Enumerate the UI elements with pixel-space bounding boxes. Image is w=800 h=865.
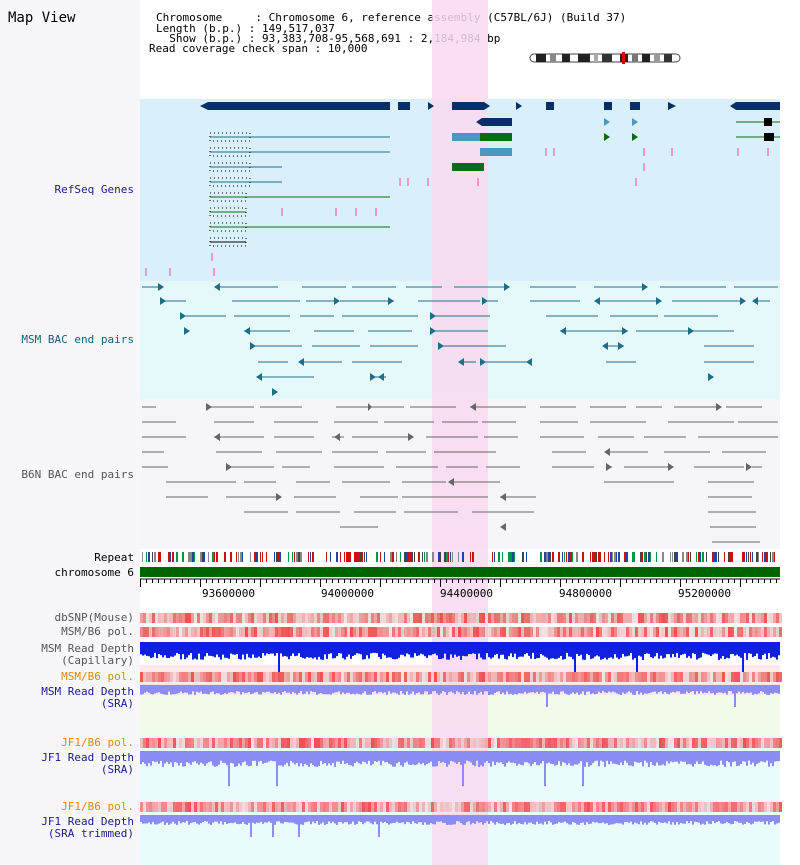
track-label-jf1-depth-sra[interactable]: JF1 Read Depth (SRA) — [41, 752, 134, 776]
jf1-depth-trim-line1: JF1 Read Depth — [41, 815, 134, 828]
axis-tick-3: 94400000 — [440, 587, 493, 600]
selection-highlight — [432, 0, 488, 865]
page-title: Map View — [8, 10, 76, 26]
track-label-dbsnp[interactable]: dbSNP(Mouse) — [54, 611, 134, 624]
track-label-msm-depth-cap[interactable]: MSM Read Depth (Capillary) — [41, 643, 134, 667]
track-label-repeat[interactable]: Repeat — [94, 551, 134, 564]
msm-depth-cap-line1: MSM Read Depth — [41, 642, 134, 655]
msm-depth-sra-line1: MSM Read Depth — [41, 685, 134, 698]
length-info: Length (b.p.) : 149,517,037 — [156, 23, 335, 34]
track-label-jf1-b6-pol-2[interactable]: JF1/B6 pol. — [61, 800, 134, 813]
track-label-chromosome[interactable]: chromosome 6 — [54, 566, 134, 579]
jf1-depth-sra[interactable] — [140, 751, 780, 787]
track-label-refseq[interactable]: RefSeq Genes — [54, 183, 134, 196]
msm-depth-cap-line2: (Capillary) — [61, 654, 134, 667]
axis-tick-4: 94800000 — [559, 587, 612, 600]
track-label-b6n-bac[interactable]: B6N BAC end pairs — [21, 468, 134, 481]
coverage-label: Read coverage check span : — [149, 42, 328, 55]
jf1-b6-pol-heatmap-2[interactable] — [140, 802, 782, 812]
msm-b6-pol-heatmap-2[interactable] — [140, 672, 782, 682]
track-label-msm-depth-sra[interactable]: MSM Read Depth (SRA) — [41, 686, 134, 710]
length-value: 149,517,037 — [261, 22, 335, 35]
axis-ruler — [140, 578, 780, 587]
repeat-track[interactable] — [140, 552, 780, 564]
msm-depth-sra-line2: (SRA) — [100, 697, 134, 710]
length-label: Length (b.p.) : — [156, 22, 262, 35]
jf1-depth-sra-line2: (SRA) — [100, 763, 134, 776]
msm-depth-capillary[interactable] — [140, 642, 780, 682]
jf1-depth-sra-trimmed[interactable] — [140, 815, 780, 847]
track-label-jf1-depth-trim[interactable]: JF1 Read Depth (SRA trimmed) — [41, 816, 134, 840]
track-label-msm-b6-pol-1[interactable]: MSM/B6 pol. — [61, 625, 134, 638]
chromosome-ideogram[interactable] — [528, 52, 684, 64]
track-label-jf1-b6-pol-1[interactable]: JF1/B6 pol. — [61, 736, 134, 749]
jf1-depth-sra-line1: JF1 Read Depth — [41, 751, 134, 764]
track-label-msm-b6-pol-2[interactable]: MSM/B6 pol. — [61, 670, 134, 683]
chromosome-label: Chromosome : — [156, 11, 269, 24]
chromosome-bar[interactable] — [140, 567, 780, 577]
coverage-info: Read coverage check span : 10,000 — [149, 43, 368, 54]
msm-b6-pol-heatmap-1[interactable] — [140, 627, 782, 637]
dbsnp-heatmap[interactable] — [140, 613, 782, 623]
axis-tick-2: 94000000 — [321, 587, 374, 600]
axis-tick-1: 93600000 — [202, 587, 255, 600]
msm-depth-sra[interactable] — [140, 685, 780, 707]
show-label: Show (b.p.) : — [156, 32, 262, 45]
track-label-msm-bac[interactable]: MSM BAC end pairs — [21, 333, 134, 346]
track-label-column — [0, 0, 140, 865]
coverage-value: 10,000 — [327, 42, 368, 55]
jf1-depth-trim-line2: (SRA trimmed) — [47, 827, 134, 840]
axis-tick-5: 95200000 — [678, 587, 731, 600]
jf1-b6-pol-heatmap-1[interactable] — [140, 738, 782, 748]
